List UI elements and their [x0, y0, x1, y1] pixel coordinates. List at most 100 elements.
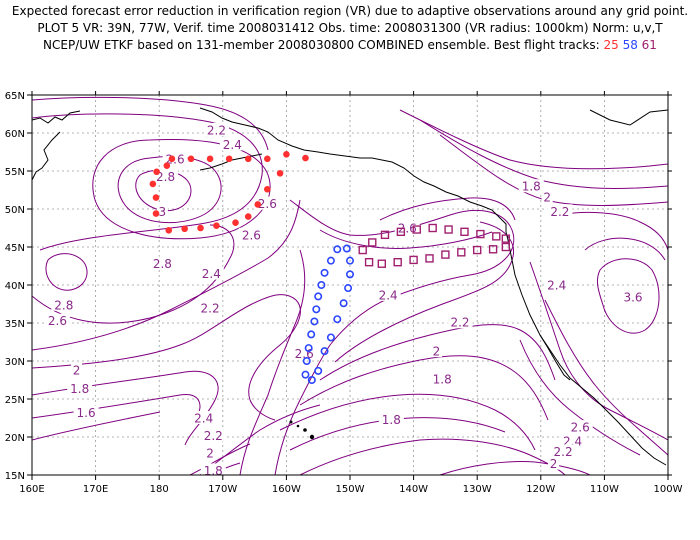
contour-label: 1.8: [70, 382, 89, 396]
coastline-siberia: [32, 110, 81, 124]
contour-label: 2.4: [379, 288, 398, 302]
title-line-2: PLOT 5 VR: 39N, 77W, Verif. time 2008031…: [37, 21, 663, 35]
track-25-point: [225, 155, 233, 163]
lat-tick-label: 30N: [5, 357, 25, 368]
track-58-point: [307, 330, 316, 339]
contour-label: 2: [550, 457, 558, 471]
contour-label-bg: [560, 433, 586, 447]
contour-line: [32, 199, 301, 351]
contour-line: [289, 417, 506, 451]
track-25-point: [276, 169, 284, 177]
island: [289, 420, 293, 424]
contour-line: [117, 156, 222, 224]
track-25-point: [165, 226, 173, 234]
track-25-point: [168, 155, 176, 163]
flight-tracks: [149, 150, 511, 384]
track-25-point: [232, 219, 239, 226]
track-58-point: [333, 315, 342, 324]
track-61-point: [457, 248, 466, 257]
contour-label: 1.8: [382, 413, 401, 427]
contour-label: 2.2: [550, 205, 569, 219]
contour-label-bg: [73, 405, 99, 419]
track-25-point: [283, 150, 290, 158]
track-61-point: [492, 232, 501, 241]
contour-line: [544, 299, 668, 456]
track-61-point: [358, 245, 367, 255]
track-61-point: [444, 225, 453, 234]
contour-label-bg: [203, 122, 229, 136]
contour-label: 2.2: [207, 123, 226, 137]
lon-tick-label: 120W: [526, 484, 555, 495]
track-61-point: [501, 234, 511, 243]
contour-label: 2: [433, 345, 441, 359]
track-25-point: [149, 180, 157, 188]
contour-label-bg: [219, 137, 245, 151]
title-line-3: NCEP/UW ETKF based on 131-member 2008030…: [0, 38, 700, 52]
lon-tick-label: 100W: [654, 484, 683, 495]
coastline-baja: [539, 334, 571, 381]
contour-line: [596, 258, 660, 334]
contour-line: [274, 199, 515, 475]
contour-label-bg: [541, 189, 553, 203]
contour-label: 2.2: [201, 301, 220, 315]
track-61-point: [412, 225, 421, 234]
track-58-point: [310, 317, 319, 326]
contour-label-bg: [197, 300, 223, 314]
track-25-point: [163, 162, 171, 169]
track-58-point: [320, 347, 329, 356]
track-58-point: [301, 370, 310, 379]
track-61-point: [396, 227, 406, 237]
track-25-point: [244, 213, 252, 220]
contour-line: [299, 355, 549, 421]
contour-label: 2.6: [398, 222, 417, 236]
contour-label-bg: [429, 372, 455, 386]
track-25-point: [213, 222, 220, 230]
track-61-point: [428, 223, 437, 233]
contour-labels: 2.22.42.62.832.62.62.82.42.82.62.221.81.…: [44, 122, 646, 478]
track-61-point: [501, 242, 511, 252]
track-25-point: [254, 201, 262, 208]
contour-line: [32, 294, 301, 421]
contour-label: 2.4: [223, 138, 242, 152]
coastlines: [32, 107, 668, 466]
track-61-point: [380, 230, 390, 240]
track-25-point: [153, 168, 160, 176]
title-line-3-prefix: NCEP/UW ETKF based on 131-member 2008030…: [43, 38, 600, 52]
contour-line: [239, 249, 306, 475]
contour-label-bg: [204, 445, 216, 459]
contour-label-bg: [44, 313, 70, 327]
track-58-point: [314, 366, 323, 375]
track-25-point: [181, 225, 188, 233]
lon-tick-label: 140W: [399, 484, 428, 495]
lat-tick-label: 40N: [5, 281, 25, 292]
track-25-point: [197, 224, 204, 232]
contour-line: [399, 109, 668, 170]
contour-label: 2.6: [242, 228, 261, 242]
contour-label-bg: [149, 256, 175, 270]
track-58-point: [333, 245, 342, 254]
contour-label-bg: [447, 315, 473, 329]
track-61-point: [441, 250, 450, 259]
contour-line: [379, 197, 516, 221]
track-58-point: [314, 292, 323, 301]
contour-label: 2: [206, 446, 214, 460]
contour-label: 1.8: [204, 464, 223, 478]
contour-label-bg: [567, 420, 593, 434]
contour-label: 2.4: [194, 412, 213, 426]
contour-label-bg: [378, 412, 404, 426]
contour-label-bg: [430, 344, 442, 358]
coastline-alaska: [199, 107, 667, 466]
hawaii-islands: [289, 420, 315, 440]
track-61-point: [476, 229, 485, 239]
island: [309, 434, 315, 440]
lat-tick-label: 60N: [5, 129, 25, 140]
track-58-point: [307, 375, 316, 384]
track-61-point: [364, 258, 374, 267]
lon-tick-label: 110W: [590, 484, 619, 495]
track-25-point: [302, 154, 309, 162]
contour-line: [279, 393, 536, 451]
contour-label-bg: [375, 287, 401, 301]
contour-label: 2.8: [156, 170, 175, 184]
